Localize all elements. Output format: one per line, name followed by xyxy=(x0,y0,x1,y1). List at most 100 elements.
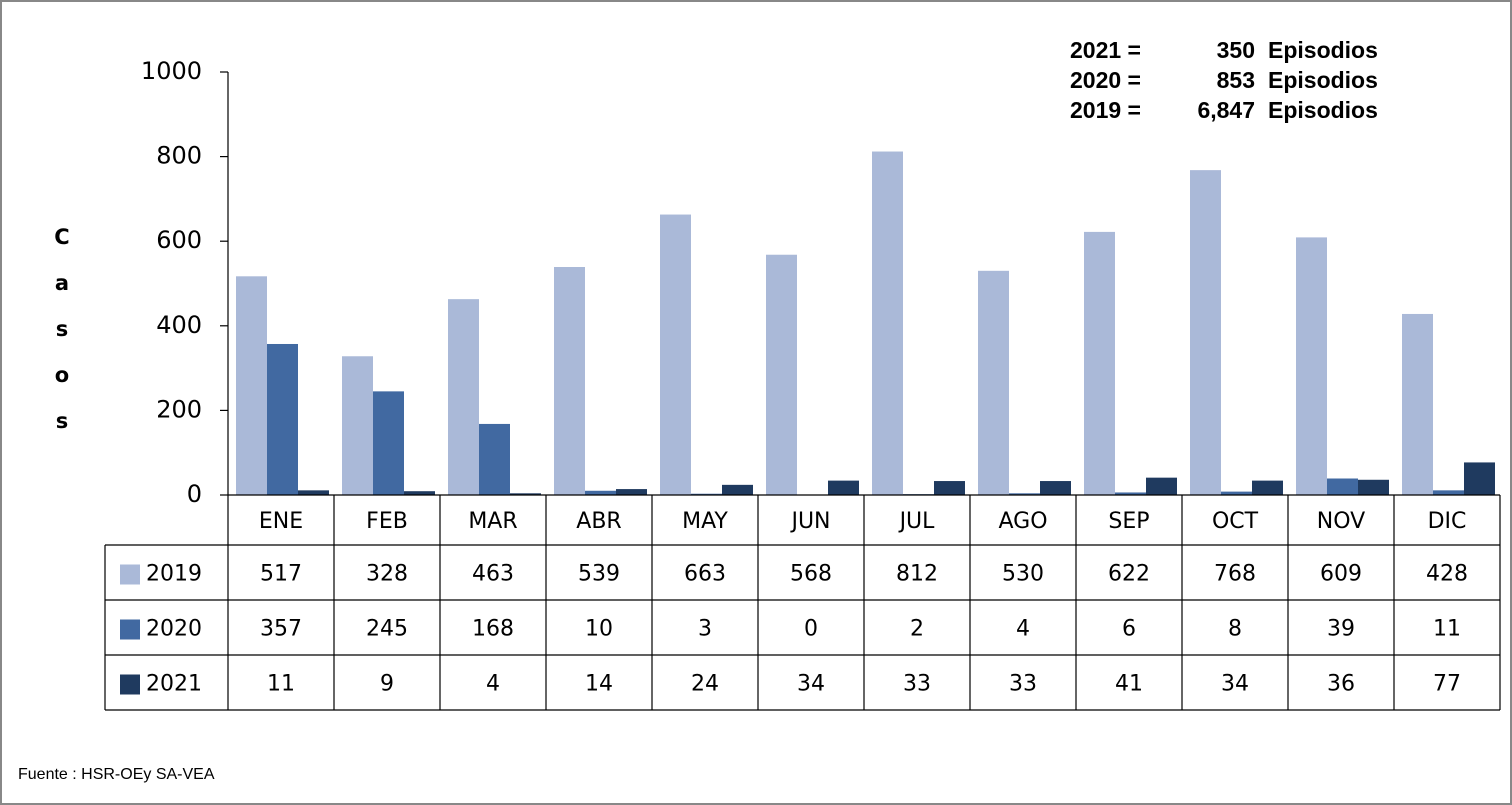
bar xyxy=(1115,492,1146,495)
table-cell: 517 xyxy=(260,562,302,587)
table-cell: 34 xyxy=(797,672,825,697)
y-tick-label: 800 xyxy=(156,142,202,170)
x-tick-label: DIC xyxy=(1428,509,1467,534)
table-cell: 4 xyxy=(1016,617,1030,642)
x-tick-label: ENE xyxy=(259,509,303,534)
bar xyxy=(1252,480,1283,495)
table-cell: 24 xyxy=(691,672,719,697)
table-cell: 10 xyxy=(585,617,613,642)
annotation-value: 853 xyxy=(1217,67,1255,93)
table-cell: 2 xyxy=(910,617,924,642)
table-cell: 33 xyxy=(1009,672,1037,697)
table-cell: 768 xyxy=(1214,562,1256,587)
bar xyxy=(267,343,298,495)
table-cell: 39 xyxy=(1327,617,1355,642)
bar xyxy=(554,267,585,495)
table-cell: 463 xyxy=(472,562,514,587)
x-tick-label: JUN xyxy=(789,509,830,534)
y-tick-label: 400 xyxy=(156,311,202,339)
bar xyxy=(1358,479,1389,495)
table-cell: 168 xyxy=(472,617,514,642)
table-cell: 357 xyxy=(260,617,302,642)
annotation-label: 2020 = xyxy=(1070,67,1141,93)
bar xyxy=(236,276,267,495)
table-cell: 11 xyxy=(1433,617,1461,642)
legend-swatch xyxy=(120,674,140,695)
annotation-unit: Episodios xyxy=(1268,37,1378,63)
source: Fuente : HSR-OEy SA-VEA xyxy=(18,766,215,783)
bar xyxy=(1009,493,1040,495)
table-cell: 4 xyxy=(486,672,500,697)
legend-label: 2020 xyxy=(146,617,202,642)
bar xyxy=(616,489,647,495)
table-cell: 9 xyxy=(380,672,394,697)
x-tick-label: JUL xyxy=(898,509,936,534)
bar xyxy=(1040,481,1071,495)
bar xyxy=(872,151,903,496)
bar xyxy=(978,270,1009,495)
bar xyxy=(1146,477,1177,495)
y-tick-label: 200 xyxy=(156,395,202,423)
annotation-value: 6,847 xyxy=(1197,97,1255,123)
legend-swatch xyxy=(120,619,140,640)
bar xyxy=(373,391,404,495)
bar xyxy=(479,423,510,495)
y-tick-label: 600 xyxy=(156,226,202,254)
annotation-unit: Episodios xyxy=(1268,67,1378,93)
bar xyxy=(585,490,616,495)
bar xyxy=(298,490,329,495)
table-cell: 568 xyxy=(790,562,832,587)
x-tick-label: ABR xyxy=(576,509,621,534)
bar xyxy=(342,356,373,495)
table-cell: 428 xyxy=(1426,562,1468,587)
table-cell: 8 xyxy=(1228,617,1242,642)
table-cell: 245 xyxy=(366,617,408,642)
table-cell: 6 xyxy=(1122,617,1136,642)
legend-swatch xyxy=(120,564,140,585)
table-cell: 609 xyxy=(1320,562,1362,587)
bar xyxy=(1190,170,1221,496)
bar xyxy=(448,299,479,495)
table-cell: 11 xyxy=(267,672,295,697)
table-cell: 34 xyxy=(1221,672,1249,697)
table-cell: 77 xyxy=(1433,672,1461,697)
bar xyxy=(1084,231,1115,496)
y-axis-label: Casos xyxy=(50,225,74,455)
x-tick-label: SEP xyxy=(1108,509,1149,534)
bar xyxy=(1296,237,1327,495)
x-tick-label: AGO xyxy=(998,509,1047,534)
bar xyxy=(828,480,859,495)
table-cell: 663 xyxy=(684,562,726,587)
bar xyxy=(691,493,722,495)
bar xyxy=(404,491,435,495)
table-cell: 0 xyxy=(804,617,818,642)
legend-label: 2019 xyxy=(146,562,202,587)
x-tick-label: NOV xyxy=(1317,509,1365,534)
table-cell: 14 xyxy=(585,672,613,697)
table-cell: 622 xyxy=(1108,562,1150,587)
annotation-label: 2021 = xyxy=(1070,37,1141,63)
y-tick-label: 0 xyxy=(187,480,202,508)
table-cell: 3 xyxy=(698,617,712,642)
table-cell: 530 xyxy=(1002,562,1044,587)
table-cell: 812 xyxy=(896,562,938,587)
x-tick-label: MAR xyxy=(468,509,517,534)
annotation-label: 2019 = xyxy=(1070,97,1141,123)
bar xyxy=(766,254,797,495)
table-cell: 539 xyxy=(578,562,620,587)
bar xyxy=(934,481,965,495)
table-cell: 41 xyxy=(1115,672,1143,697)
bar xyxy=(722,484,753,495)
table-cell: 328 xyxy=(366,562,408,587)
annotation-unit: Episodios xyxy=(1268,97,1378,123)
bar xyxy=(660,214,691,495)
annotation-value: 350 xyxy=(1217,37,1255,63)
x-tick-label: OCT xyxy=(1212,509,1259,534)
bar xyxy=(1433,490,1464,495)
bar xyxy=(1221,491,1252,495)
bar xyxy=(1464,462,1495,495)
bar xyxy=(1327,478,1358,495)
table-cell: 36 xyxy=(1327,672,1355,697)
x-tick-label: MAY xyxy=(682,509,728,534)
